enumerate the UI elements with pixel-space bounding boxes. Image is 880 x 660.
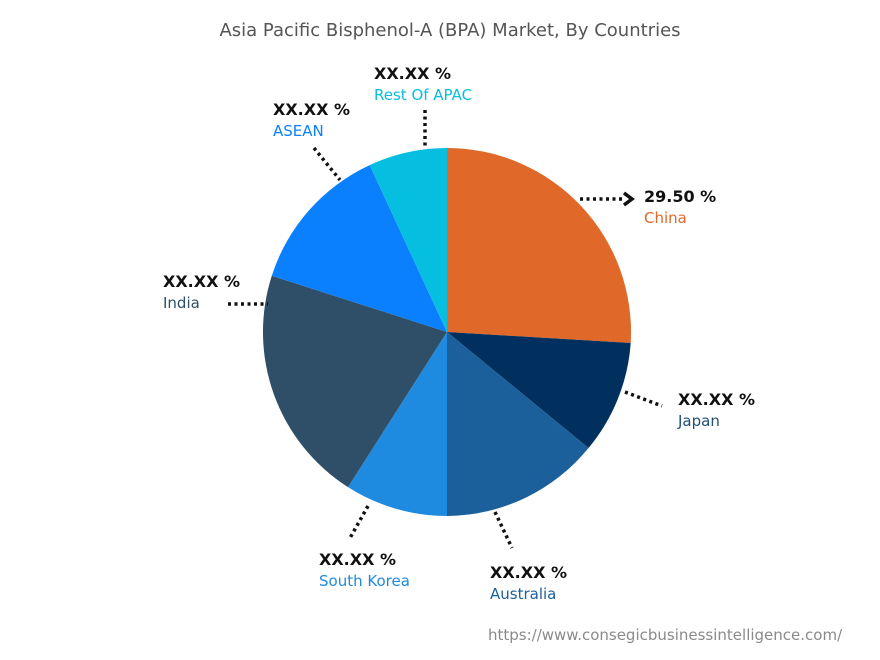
value-india: XX.XX % bbox=[163, 272, 241, 291]
slice-rest-of-apac bbox=[369, 148, 447, 332]
label-india: XX.XX % India bbox=[163, 272, 240, 314]
value-rest-of-apac: XX.XX % bbox=[374, 64, 452, 83]
name-rest-of-apac: Rest Of APAC bbox=[374, 86, 473, 104]
value-china: 29.50 % bbox=[644, 187, 717, 206]
label-asean: XX.XX % ASEAN bbox=[273, 100, 350, 142]
name-japan: Japan bbox=[678, 412, 720, 430]
value-australia: XX.XX % bbox=[490, 563, 568, 582]
value-asean: XX.XX % bbox=[273, 100, 351, 119]
leader-australia bbox=[493, 511, 514, 549]
slice-china bbox=[447, 147, 632, 343]
leader-asean bbox=[312, 146, 342, 182]
label-south-korea: XX.XX % South Korea bbox=[319, 550, 410, 592]
slice-india bbox=[262, 275, 447, 488]
leader-lines bbox=[228, 110, 663, 549]
label-china: 29.50 % China bbox=[644, 187, 716, 229]
name-china: China bbox=[644, 209, 687, 227]
arrow-head-china-icon bbox=[622, 191, 635, 207]
source-url: https://www.consegicbusinessintelligence… bbox=[488, 626, 843, 644]
slice-australia bbox=[447, 332, 589, 516]
pie-slices bbox=[262, 147, 632, 516]
label-australia: XX.XX % Australia bbox=[490, 563, 567, 605]
value-south-korea: XX.XX % bbox=[319, 550, 397, 569]
name-australia: Australia bbox=[490, 585, 557, 603]
slice-south-korea bbox=[348, 332, 447, 516]
name-india: India bbox=[163, 294, 200, 312]
name-asean: ASEAN bbox=[273, 122, 324, 140]
leader-japan bbox=[624, 390, 663, 408]
leader-south-korea bbox=[348, 505, 370, 539]
label-japan: XX.XX % Japan bbox=[678, 390, 755, 432]
slice-asean bbox=[271, 165, 447, 332]
label-rest-of-apac: XX.XX % Rest Of APAC bbox=[374, 64, 472, 106]
slice-japan bbox=[447, 332, 631, 448]
chart-title: Asia Pacific Bisphenol-A (BPA) Market, B… bbox=[219, 20, 681, 41]
name-south-korea: South Korea bbox=[319, 572, 410, 590]
value-japan: XX.XX % bbox=[678, 390, 756, 409]
